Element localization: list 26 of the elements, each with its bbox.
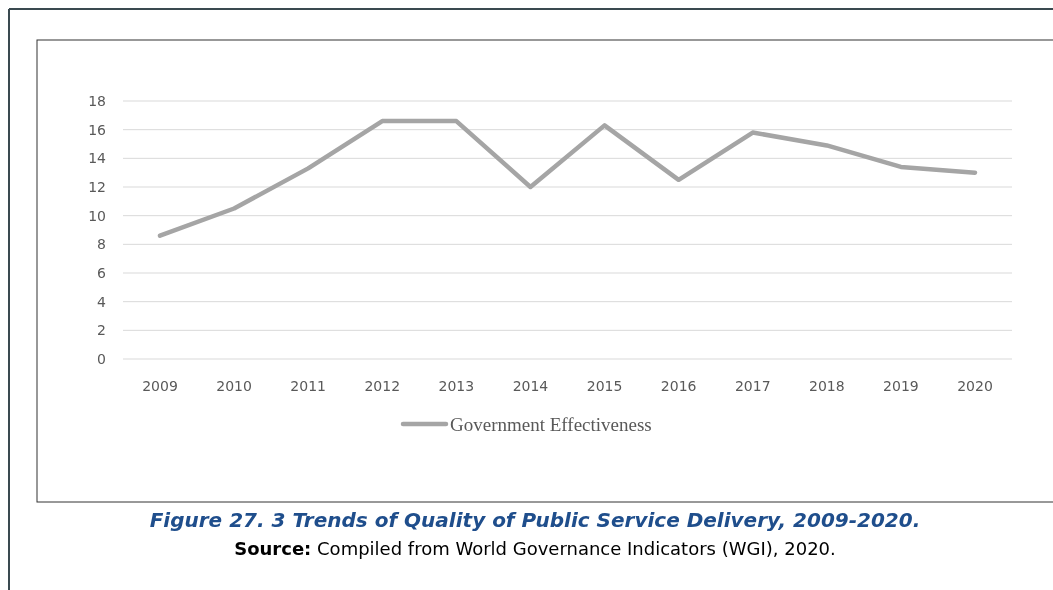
y-tick-label: 4 bbox=[97, 293, 107, 310]
x-tick-label: 2017 bbox=[734, 378, 771, 394]
x-tick-label: 2020 bbox=[957, 378, 993, 394]
y-tick-label: 12 bbox=[88, 178, 106, 195]
x-tick-label: 2009 bbox=[142, 378, 178, 394]
y-tick-label: 8 bbox=[97, 236, 106, 253]
x-tick-label: 2016 bbox=[660, 378, 697, 394]
legend-label: Government Effectiveness bbox=[450, 413, 652, 435]
x-tick-label: 2014 bbox=[512, 378, 549, 394]
y-tick-label: 14 bbox=[88, 150, 107, 167]
x-tick-label: 2011 bbox=[290, 378, 326, 394]
line-series bbox=[157, 118, 978, 238]
x-tick-label: 2012 bbox=[364, 378, 401, 394]
y-tick-label: 2 bbox=[97, 322, 106, 339]
y-tick-label: 6 bbox=[97, 264, 107, 281]
x-tick-label: 2015 bbox=[586, 378, 623, 394]
source-note: Source: Compiled from World Governance Indicators (WGI), 2020. bbox=[234, 538, 836, 559]
text: Figure 27. 3 Trends of Quality of Public Service Delivery, 2009-2020. bbox=[149, 508, 921, 532]
y-tick-label: 0 bbox=[97, 350, 106, 367]
y-tick-label: 10 bbox=[88, 207, 106, 224]
x-tick-label: 2010 bbox=[216, 378, 252, 394]
x-tick-label: 2018 bbox=[809, 378, 845, 394]
y-tick-label: 16 bbox=[88, 121, 107, 138]
y-tick-label: 18 bbox=[88, 92, 106, 109]
x-tick-label: 2013 bbox=[438, 378, 475, 394]
x-tick-label: 2019 bbox=[883, 378, 919, 394]
